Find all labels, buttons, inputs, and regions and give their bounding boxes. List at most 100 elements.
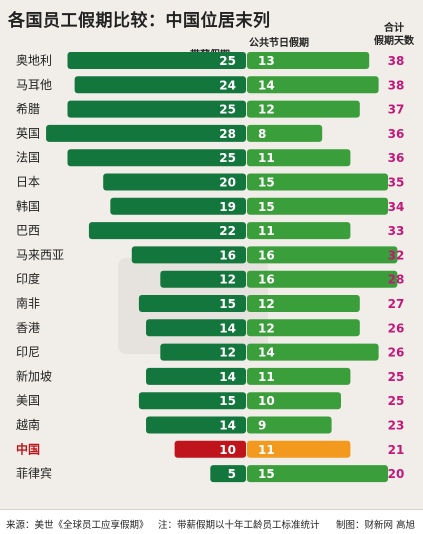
public-holiday-value: 16 <box>258 273 275 287</box>
total-days-value: 34 <box>388 200 405 214</box>
total-days-value: 38 <box>388 78 405 92</box>
public-holiday-value: 12 <box>258 297 275 311</box>
public-holiday-bar <box>247 465 388 483</box>
public-holiday-bar <box>247 319 360 337</box>
paid-leave-bar <box>88 222 246 240</box>
total-days-value: 36 <box>388 151 405 165</box>
country-label: 奥地利 <box>16 54 52 68</box>
paid-leave-value: 28 <box>219 127 236 141</box>
paid-leave-value: 14 <box>219 370 236 384</box>
country-label: 美国 <box>16 394 40 408</box>
public-holiday-bar <box>247 149 351 167</box>
paid-leave-bar <box>160 270 246 288</box>
credit-note: 制图：财新网 高旭 <box>336 520 416 531</box>
chart-title: 各国员工假期比较：中国位居末列 <box>8 11 271 31</box>
total-days-value: 32 <box>388 248 405 262</box>
public-holiday-value: 15 <box>258 467 275 481</box>
public-holiday-value: 15 <box>258 200 275 214</box>
total-days-value: 37 <box>388 103 405 117</box>
public-holiday-bar <box>247 295 360 312</box>
public-holiday-bar <box>247 197 388 215</box>
public-holiday-value: 11 <box>258 224 275 238</box>
paid-leave-value: 25 <box>219 103 236 117</box>
paid-leave-bar <box>110 197 246 215</box>
paid-leave-bar <box>210 465 246 483</box>
paid-leave-bar <box>67 149 246 167</box>
paid-leave-bar <box>131 246 246 264</box>
public-holiday-value: 14 <box>258 346 275 360</box>
paid-leave-value: 14 <box>219 419 236 433</box>
paid-leave-value: 15 <box>219 297 236 311</box>
total-days-value: 21 <box>388 443 405 457</box>
paid-leave-bar <box>174 440 246 458</box>
total-days-value: 33 <box>388 224 405 238</box>
public-holiday-bar <box>247 343 379 361</box>
country-label: 菲律宾 <box>16 466 52 481</box>
public-holiday-bar <box>247 52 370 69</box>
total-days-value: 27 <box>388 297 405 311</box>
paid-leave-value: 24 <box>219 78 236 92</box>
public-holiday-value: 12 <box>258 103 275 117</box>
country-label: 巴西 <box>16 224 40 238</box>
public-holiday-value: 16 <box>258 248 275 262</box>
public-holiday-value: 11 <box>258 151 275 165</box>
paid-leave-value: 14 <box>219 321 236 335</box>
paid-leave-bar <box>46 124 246 142</box>
total-days-header-line1: 合计 <box>384 23 404 34</box>
method-note: 注：带薪假期以十年工龄员工标准统计 <box>158 520 320 531</box>
total-days-value: 28 <box>388 273 405 287</box>
paid-leave-bar <box>74 76 246 94</box>
paid-leave-bar <box>67 52 246 69</box>
country-label: 南非 <box>16 296 40 311</box>
country-label: 法国 <box>16 151 40 165</box>
public-holiday-value: 14 <box>258 78 275 92</box>
public-holiday-value: 8 <box>258 127 266 141</box>
paid-leave-bar <box>146 319 246 337</box>
paid-leave-bar <box>138 392 246 410</box>
country-label: 印度 <box>16 271 40 286</box>
total-days-value: 35 <box>388 176 405 190</box>
total-days-header: 合计 假期天数 <box>366 22 422 48</box>
source-note: 来源：美世《全球员工应享假期》 <box>6 520 149 531</box>
paid-leave-bar <box>160 343 246 361</box>
paid-leave-value: 25 <box>219 151 236 165</box>
paid-leave-bar <box>146 367 246 385</box>
public-holiday-value: 11 <box>258 443 275 457</box>
public-holiday-bar <box>247 392 341 410</box>
total-days-value: 26 <box>388 321 405 335</box>
footer: 来源：美世《全球员工应享假期》 注：带薪假期以十年工龄员工标准统计 制图：财新网… <box>0 509 423 534</box>
public-holiday-value: 15 <box>258 176 275 190</box>
paid-leave-bar <box>138 295 246 312</box>
country-label: 英国 <box>16 126 40 140</box>
paid-leave-value: 20 <box>219 176 236 190</box>
public-holiday-value: 13 <box>258 54 275 68</box>
paid-leave-bar <box>146 416 246 434</box>
country-label: 日本 <box>16 175 40 189</box>
paid-leave-value: 15 <box>219 394 236 408</box>
paid-leave-value: 12 <box>219 346 236 360</box>
public-holiday-bar <box>247 100 360 118</box>
public-holiday-bar <box>247 246 398 264</box>
total-days-value: 25 <box>388 394 405 408</box>
public-holiday-bar <box>247 270 398 288</box>
country-label: 马来西亚 <box>16 248 64 262</box>
public-holiday-bar <box>247 367 351 385</box>
country-label: 希腊 <box>16 101 40 116</box>
public-holiday-bar <box>247 222 351 240</box>
country-label: 韩国 <box>16 198 40 213</box>
vacation-bar-chart: 奥地利 25 13 38 马耳他 24 14 38 希腊 25 12 37 英国 28 8 36 法国 25 11 3… <box>16 52 405 483</box>
total-days-value: 23 <box>388 419 405 433</box>
country-label: 马耳他 <box>16 78 52 92</box>
paid-leave-bar <box>67 100 246 118</box>
paid-leave-value: 25 <box>219 54 236 68</box>
paid-leave-value: 22 <box>219 224 236 238</box>
public-holiday-value: 12 <box>258 321 275 335</box>
public-holiday-bar <box>247 416 332 434</box>
public-holiday-value: 10 <box>258 394 275 408</box>
paid-leave-value: 10 <box>219 443 236 457</box>
total-days-value: 20 <box>388 467 405 481</box>
public-holiday-value: 11 <box>258 370 275 384</box>
paid-leave-bar <box>103 173 246 191</box>
public-holiday-bar <box>247 124 323 142</box>
total-days-value: 36 <box>388 127 405 141</box>
